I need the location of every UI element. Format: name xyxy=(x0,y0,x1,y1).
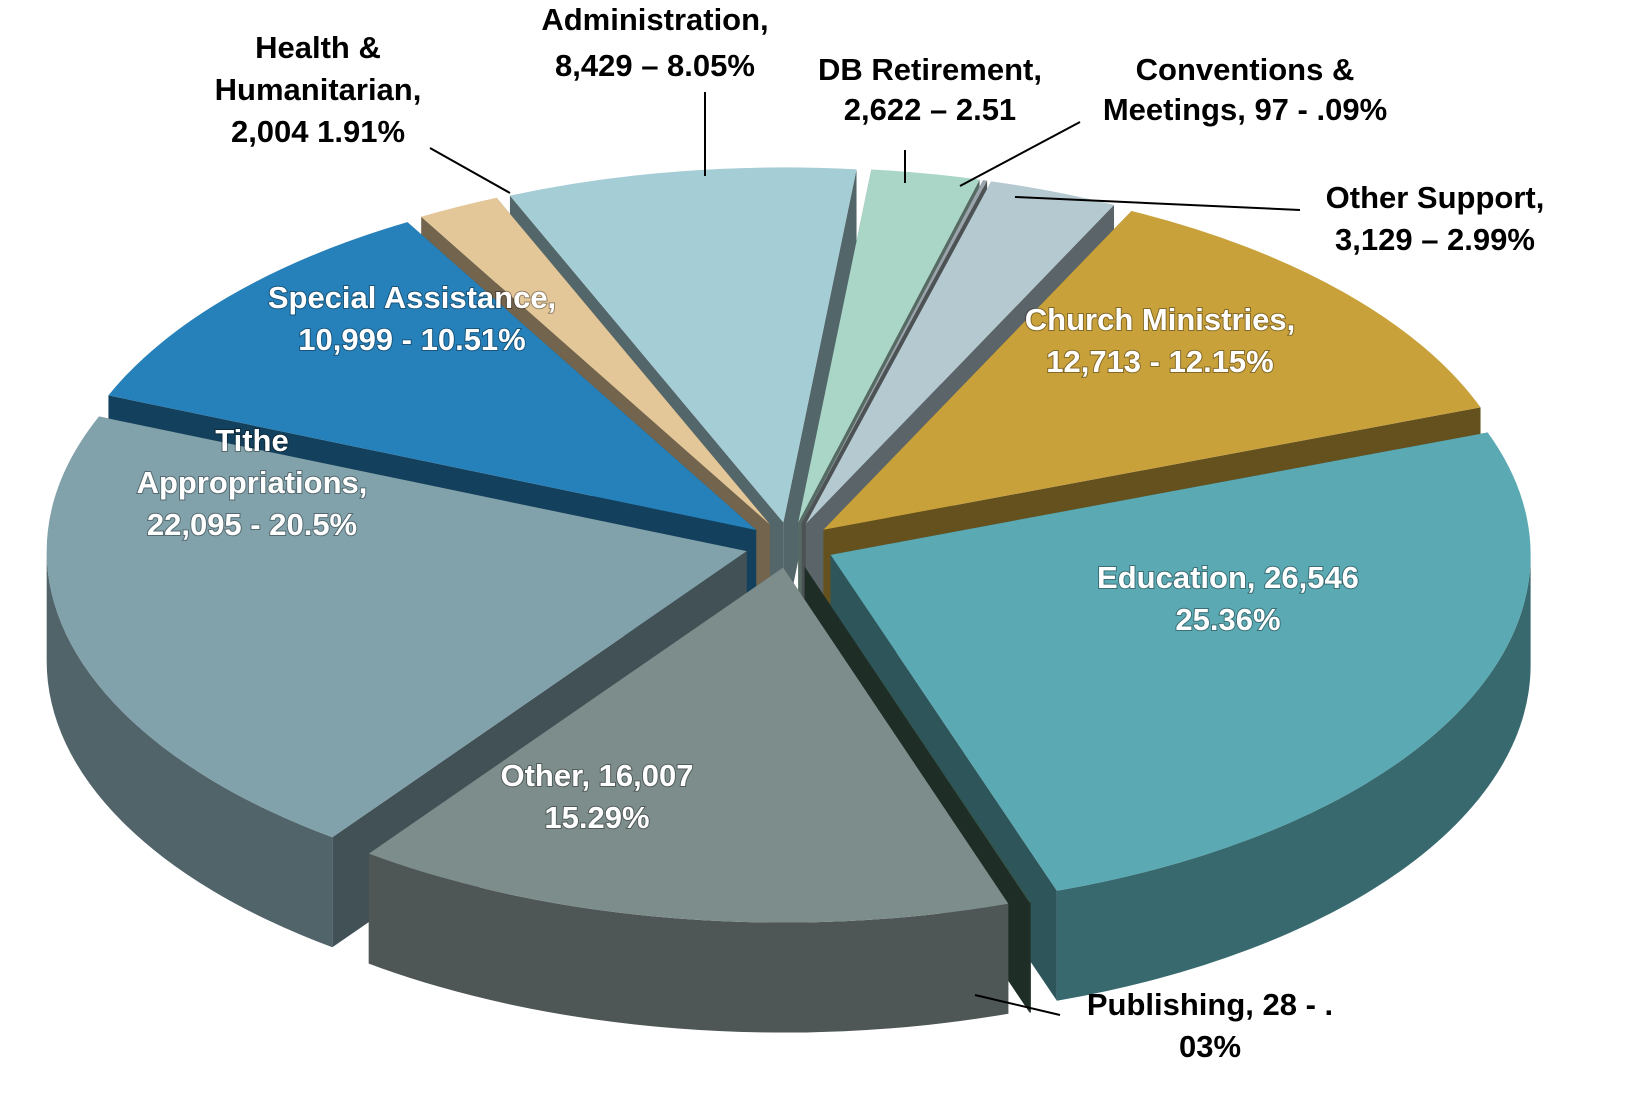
slice-top xyxy=(46,416,747,838)
slice-wall xyxy=(46,551,333,948)
slice-label: 8,429 – 8.05% xyxy=(555,48,755,83)
slice-label: 25.36% xyxy=(1175,602,1280,637)
slice-label: Other, 16,007 xyxy=(500,758,693,793)
slice-label: 22,095 - 20.5% xyxy=(147,507,357,542)
slice-label: 2,004 1.91% xyxy=(231,114,405,149)
slice-label: Education, 26,546 xyxy=(1097,560,1359,595)
slice-label: 03% xyxy=(1179,1029,1241,1064)
slice-top xyxy=(823,210,1481,530)
slice-label: 12,713 - 12.15% xyxy=(1046,344,1274,379)
slice-top xyxy=(509,167,857,523)
labels: DB Retirement, 2,622 – 2.51 Conventions & M… xyxy=(136,2,1545,1064)
slice-label: Tithe xyxy=(215,423,289,458)
slice-wall xyxy=(1056,554,1531,1001)
slice-label: Church Ministries, xyxy=(1025,302,1295,337)
slice-label: 15.29% xyxy=(544,800,649,835)
slice-wall xyxy=(368,853,1009,1033)
slice-label: Publishing, 28 - . xyxy=(1087,987,1333,1022)
slice-label: Special Assistance, xyxy=(268,280,556,315)
leader-line xyxy=(1014,196,1301,211)
slice-top xyxy=(798,169,980,523)
slice-top xyxy=(801,180,988,523)
slice-top xyxy=(108,222,757,530)
leader-line xyxy=(974,994,1061,1016)
slice-label: Health & xyxy=(255,30,381,65)
slice-top xyxy=(805,181,1115,524)
slice-label: Humanitarian, xyxy=(215,72,422,107)
slice-label: Other Support, xyxy=(1326,180,1545,215)
slice-label: Meetings, 97 - .09% xyxy=(1103,92,1387,127)
slice-label: 3,129 – 2.99% xyxy=(1335,222,1535,257)
slice-label: Administration, xyxy=(541,2,768,37)
slice-label: Appropriations, xyxy=(137,465,368,500)
leader-line xyxy=(429,147,511,194)
slice-top xyxy=(368,567,1009,923)
slice-label: 10,999 - 10.51% xyxy=(298,322,526,357)
leader-line xyxy=(959,121,1081,187)
slice-label: DB Retirement, xyxy=(818,52,1042,87)
slice xyxy=(368,567,1009,1033)
slice-label: Conventions & xyxy=(1136,52,1355,87)
slice-top xyxy=(804,566,1031,903)
slice-top xyxy=(421,197,770,525)
slice-label: 2,622 – 2.51 xyxy=(844,92,1016,127)
slices xyxy=(46,167,1531,1033)
slice-top xyxy=(830,432,1531,891)
slice-wall xyxy=(1029,902,1031,1013)
